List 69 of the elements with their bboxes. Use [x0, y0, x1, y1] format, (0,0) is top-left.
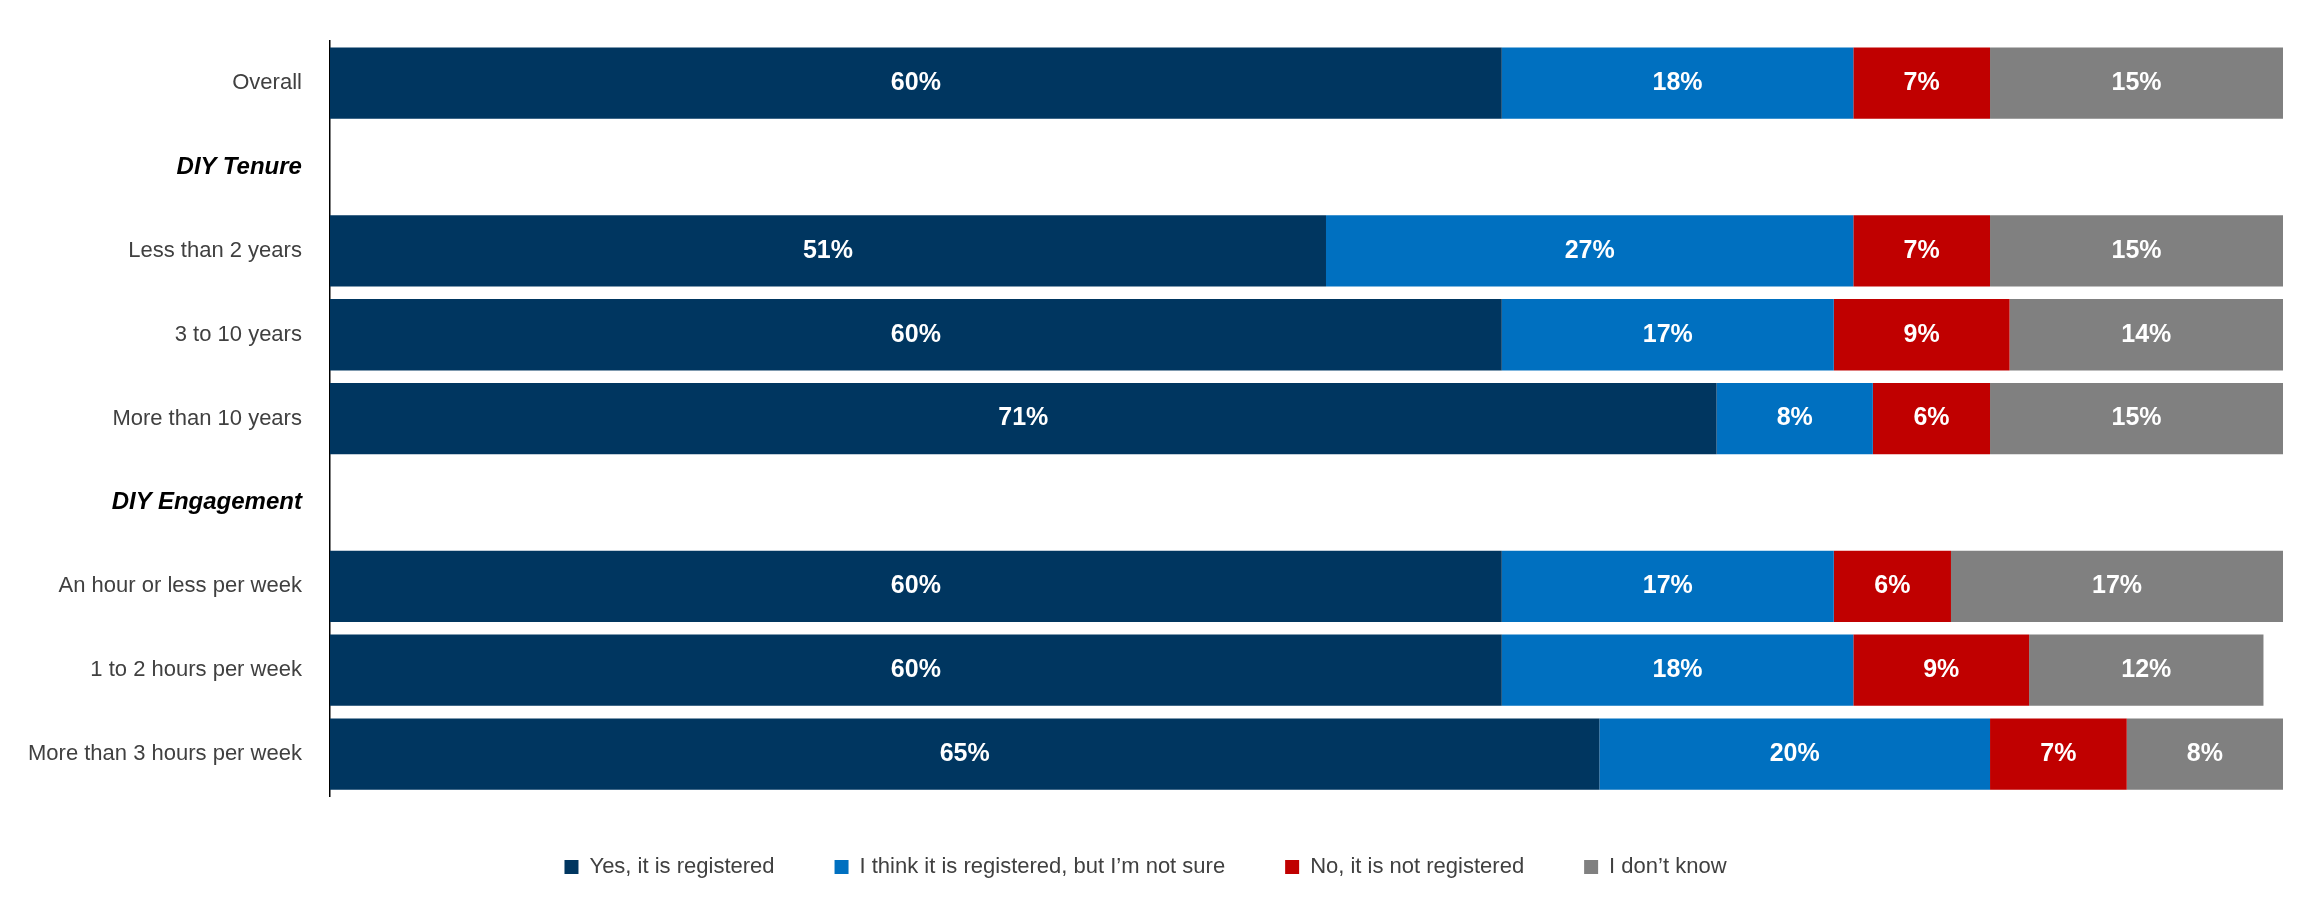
y-tick-label: Overall — [232, 69, 302, 95]
bar — [1853, 634, 2030, 706]
bar — [1501, 47, 1854, 119]
data-label: 6% — [1913, 402, 1950, 431]
data-label: 14% — [2121, 318, 2172, 347]
data-label: 15% — [2111, 67, 2162, 96]
bar — [1950, 550, 2283, 622]
data-label: 6% — [1874, 570, 1911, 599]
bar — [329, 550, 1502, 622]
data-label: 27% — [1564, 234, 1615, 263]
data-label: 18% — [1652, 654, 1703, 683]
bar — [1716, 382, 1873, 455]
bar — [1853, 215, 1991, 287]
data-label: 7% — [1903, 67, 1940, 96]
data-label: 65% — [939, 737, 990, 766]
bar — [329, 382, 1717, 455]
data-label: 8% — [1776, 402, 1813, 431]
bar — [1990, 718, 2127, 790]
data-label: 20% — [1769, 737, 1820, 766]
bar — [1833, 550, 1951, 622]
y-tick-label: An hour or less per week — [58, 572, 303, 598]
bar — [1990, 47, 2283, 119]
data-label: 60% — [890, 67, 941, 96]
bar — [1501, 299, 1834, 371]
bar — [1833, 299, 2010, 371]
data-label: 12% — [2121, 654, 2172, 683]
bar — [2126, 718, 2283, 790]
bar — [2009, 299, 2283, 371]
data-label: 18% — [1652, 67, 1703, 96]
bar — [1853, 47, 1991, 119]
y-tick-label: 3 to 10 years — [174, 320, 302, 346]
bar — [1501, 550, 1834, 622]
data-label: 17% — [1642, 318, 1693, 347]
y-tick-label: More than 3 hours per week — [27, 740, 303, 766]
bar — [2029, 634, 2264, 706]
data-label: 60% — [890, 654, 941, 683]
data-label: 17% — [2091, 570, 2143, 599]
data-label: 7% — [1903, 234, 1940, 263]
data-label: 51% — [802, 234, 853, 263]
bar — [329, 215, 1326, 287]
bar — [1872, 382, 1991, 455]
legend-label: Yes, it is registered — [589, 853, 775, 879]
y-tick-label: DIY Tenure — [176, 151, 302, 179]
y-tick-label: 1 to 2 hours per week — [90, 656, 303, 682]
y-tick-label: Less than 2 years — [128, 236, 302, 262]
data-label: 71% — [998, 402, 1049, 431]
data-label: 60% — [890, 318, 941, 347]
data-label: 9% — [1903, 318, 1940, 347]
data-label: 60% — [890, 570, 941, 599]
data-label: 15% — [2111, 234, 2162, 263]
bar — [1990, 382, 2283, 455]
bar — [329, 47, 1502, 119]
legend-label: I think it is registered, but I’m not sure — [859, 853, 1226, 879]
legend-label: No, it is not registered — [1310, 853, 1525, 879]
data-label: 15% — [2111, 402, 2162, 431]
data-label: 9% — [1923, 654, 1960, 683]
bar — [329, 718, 1600, 790]
bar — [329, 634, 1502, 706]
bar — [329, 299, 1502, 371]
bar — [1599, 718, 1991, 790]
y-tick-label: More than 10 years — [112, 404, 302, 430]
data-label: 8% — [2186, 737, 2223, 766]
data-label: 17% — [1642, 570, 1693, 599]
y-tick-label: DIY Engagement — [111, 487, 303, 515]
legend-label: I don’t know — [1609, 853, 1727, 879]
bar — [1325, 215, 1854, 287]
data-label: 7% — [2040, 737, 2077, 766]
bar — [1501, 634, 1854, 706]
bar — [1990, 215, 2283, 287]
